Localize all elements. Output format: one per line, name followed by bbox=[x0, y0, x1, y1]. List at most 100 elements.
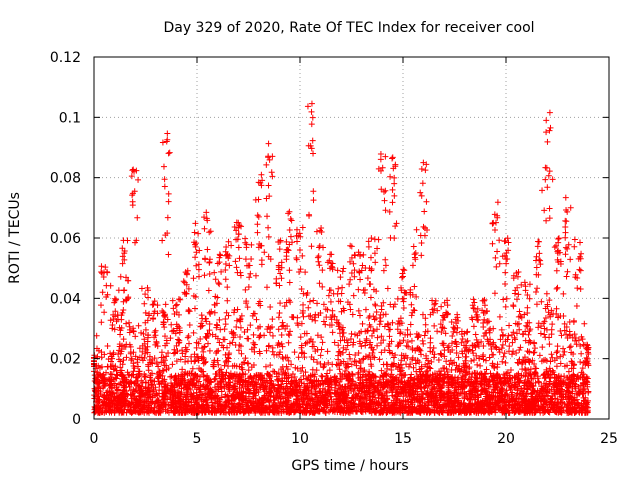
data-point bbox=[548, 351, 555, 358]
data-point bbox=[198, 323, 205, 330]
data-point bbox=[515, 360, 522, 367]
data-point bbox=[414, 334, 421, 341]
data-point bbox=[475, 384, 482, 391]
data-point bbox=[104, 342, 111, 349]
data-point bbox=[497, 336, 504, 343]
data-point bbox=[430, 354, 437, 361]
data-point bbox=[477, 362, 484, 369]
data-point bbox=[253, 316, 260, 323]
data-point bbox=[331, 339, 338, 346]
data-point bbox=[413, 226, 420, 233]
data-point bbox=[421, 332, 428, 339]
data-point bbox=[318, 334, 325, 341]
data-point bbox=[488, 345, 495, 352]
data-point bbox=[509, 339, 516, 346]
data-point bbox=[348, 361, 355, 368]
data-point bbox=[318, 372, 325, 379]
data-point bbox=[193, 262, 200, 269]
data-point bbox=[525, 331, 532, 338]
data-point bbox=[512, 336, 519, 343]
data-point bbox=[537, 330, 544, 337]
data-point bbox=[544, 184, 551, 191]
data-point bbox=[279, 343, 286, 350]
data-point bbox=[159, 307, 166, 314]
data-point bbox=[182, 353, 189, 360]
data-point bbox=[539, 187, 546, 194]
data-point bbox=[553, 305, 560, 312]
data-point bbox=[250, 331, 257, 338]
data-point bbox=[553, 363, 560, 370]
data-point bbox=[135, 322, 142, 329]
data-point bbox=[235, 347, 242, 354]
data-point bbox=[117, 331, 124, 338]
data-point bbox=[120, 357, 127, 364]
data-point bbox=[446, 361, 453, 368]
data-point bbox=[410, 364, 417, 371]
data-point bbox=[286, 332, 293, 339]
data-point bbox=[172, 349, 179, 356]
data-point bbox=[132, 333, 139, 340]
data-point bbox=[206, 321, 213, 328]
data-point bbox=[474, 361, 481, 368]
data-point bbox=[573, 341, 580, 348]
data-point bbox=[322, 321, 329, 328]
data-point bbox=[320, 364, 327, 371]
data-point bbox=[158, 349, 165, 356]
data-point bbox=[549, 321, 556, 328]
data-point bbox=[256, 332, 263, 339]
data-point bbox=[565, 368, 572, 375]
data-point bbox=[245, 367, 252, 374]
data-point bbox=[427, 365, 434, 372]
data-point bbox=[499, 341, 506, 348]
data-point bbox=[496, 260, 503, 267]
data-point bbox=[380, 361, 387, 368]
data-point bbox=[558, 332, 565, 339]
data-point bbox=[383, 388, 390, 395]
data-point bbox=[324, 370, 331, 377]
data-point bbox=[267, 303, 274, 310]
data-point bbox=[304, 339, 311, 346]
data-point bbox=[190, 329, 197, 336]
data-point bbox=[317, 352, 324, 359]
data-point bbox=[244, 360, 251, 367]
data-point bbox=[336, 366, 343, 373]
data-point bbox=[499, 358, 506, 365]
data-point bbox=[471, 357, 477, 364]
data-point bbox=[197, 335, 204, 342]
data-point bbox=[186, 340, 193, 347]
data-point bbox=[397, 329, 404, 336]
data-point bbox=[364, 327, 371, 334]
data-point bbox=[278, 340, 285, 347]
data-point bbox=[278, 331, 285, 338]
data-point bbox=[506, 343, 513, 350]
data-point bbox=[563, 323, 570, 330]
data-point bbox=[276, 310, 283, 317]
data-point bbox=[570, 319, 577, 326]
data-point bbox=[535, 324, 542, 331]
data-point bbox=[188, 358, 195, 365]
data-point bbox=[160, 321, 167, 328]
data-point bbox=[294, 314, 301, 321]
data-point bbox=[177, 296, 184, 303]
data-point bbox=[161, 357, 168, 364]
data-point bbox=[581, 320, 588, 327]
data-point bbox=[405, 343, 412, 350]
data-point bbox=[536, 352, 543, 359]
data-point bbox=[287, 328, 294, 335]
data-point bbox=[571, 331, 578, 338]
data-point bbox=[186, 321, 193, 328]
data-point bbox=[377, 311, 384, 318]
data-point bbox=[123, 354, 130, 361]
data-point bbox=[511, 334, 518, 341]
data-point bbox=[500, 353, 507, 360]
data-point bbox=[168, 321, 175, 328]
data-point bbox=[516, 308, 523, 315]
data-point bbox=[418, 351, 425, 358]
data-point bbox=[577, 343, 584, 350]
data-point bbox=[233, 324, 240, 331]
data-point bbox=[320, 318, 327, 325]
data-point bbox=[170, 350, 177, 357]
data-point bbox=[431, 322, 438, 329]
data-point bbox=[579, 370, 586, 377]
